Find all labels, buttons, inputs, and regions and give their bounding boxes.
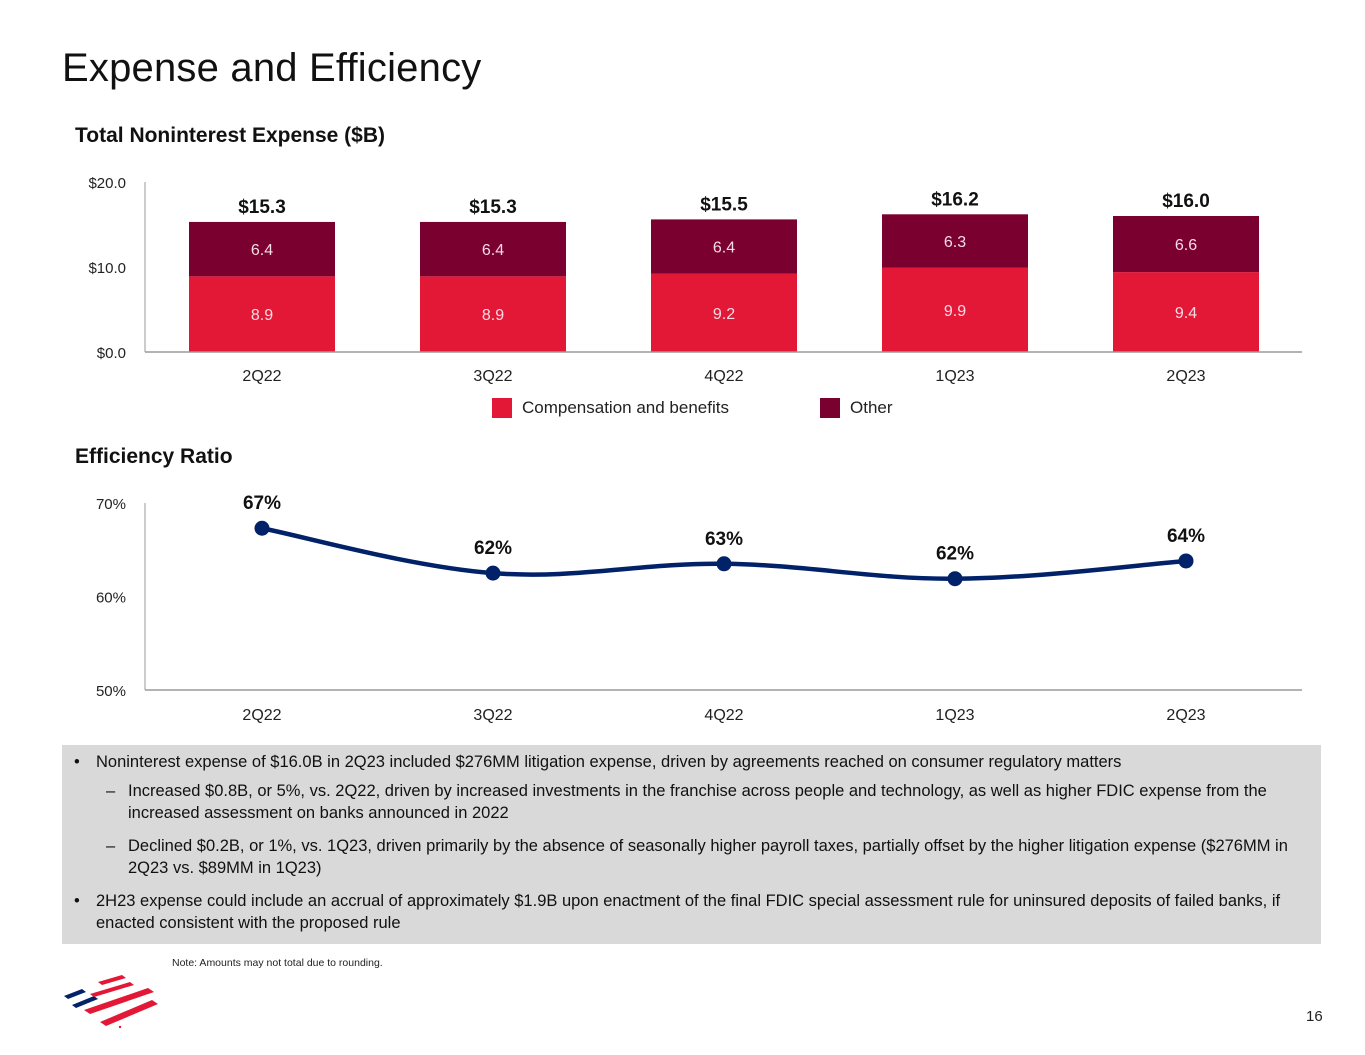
bar-label-compensation: 9.9 [944,303,966,320]
bar-segment-compensation [189,276,335,352]
bar-chart-title: Total Noninterest Expense ($B) [75,124,385,147]
bar-segment-other [1113,216,1259,273]
efficiency-ratio-label: 63% [705,529,743,550]
bar-segment-other [420,221,566,277]
line-y-tick-label: 50% [96,683,126,700]
page-number: 16 [1306,1008,1323,1025]
bar-label-compensation: 9.4 [1175,305,1197,322]
bank-flag-logo-icon [64,975,158,1029]
bar-total-label: $15.3 [469,197,517,218]
bar-x-tick-label: 2Q22 [242,368,281,385]
page-title: Expense and Efficiency [62,46,482,90]
bar-y-tick-label: $0.0 [97,345,126,362]
bar-label-other: 6.4 [251,242,273,259]
legend-swatch-compensation [492,398,512,418]
line-y-tick-label: 60% [96,590,126,607]
efficiency-ratio-label: 62% [474,538,512,559]
legend-item-other: Other [820,398,893,418]
legend-item-compensation: Compensation and benefits [492,398,729,418]
bar-x-tick-label: 1Q23 [935,368,974,385]
bar-segment-compensation [420,276,566,352]
bar-label-compensation: 9.2 [713,306,735,323]
commentary-bullet: Noninterest expense of $16.0B in 2Q23 in… [74,751,1301,773]
bar-segment-other [882,214,1028,268]
commentary-list: Noninterest expense of $16.0B in 2Q23 in… [74,751,1301,934]
bar-segment-compensation [1113,272,1259,352]
line-x-tick-label: 2Q23 [1166,707,1205,724]
legend-label-compensation: Compensation and benefits [522,398,729,417]
bar-label-compensation: 8.9 [251,307,273,324]
line-x-tick-label: 1Q23 [935,707,974,724]
bar-total-label: $15.5 [700,194,748,215]
line-x-tick-label: 2Q22 [242,707,281,724]
bar-segment-other [651,219,797,274]
bar-chart-legend: Compensation and benefits Other [0,398,1365,424]
efficiency-ratio-line-chart: 50% 60% 70% 67% 2Q22 62% 3Q22 63% 4Q22 62% 1Q23 64%… [96,493,1302,724]
line-y-tick-label: 70% [96,496,126,513]
line-x-tick-label: 3Q22 [473,707,512,724]
legend-label-other: Other [850,398,893,417]
bar-x-tick-label: 2Q23 [1166,368,1205,385]
efficiency-ratio-label: 67% [243,493,281,514]
footnote: Note: Amounts may not total due to round… [172,957,383,969]
bar-total-label: $16.0 [1162,191,1210,212]
efficiency-ratio-label: 62% [936,544,974,565]
noninterest-expense-bar-chart: $0.0 $10.0 $20.0 8.9 6.4 $15.3 2Q22 8.9 6.4 $15.3… [88,175,1302,385]
bar-label-other: 6.4 [713,240,735,257]
efficiency-ratio-point [485,565,501,581]
bar-label-other: 6.4 [482,242,504,259]
bar-total-label: $15.3 [238,197,286,218]
commentary-sub-bullet: Increased $0.8B, or 5%, vs. 2Q22, driven… [74,780,1301,824]
bar-segment-other [189,221,335,277]
legend-swatch-other [820,398,840,418]
efficiency-ratio-label: 64% [1167,526,1205,547]
bar-label-other: 6.3 [944,234,966,251]
efficiency-ratio-point [1178,553,1194,569]
commentary-box: Noninterest expense of $16.0B in 2Q23 in… [62,745,1321,944]
efficiency-ratio-point [716,556,732,572]
bar-y-tick-label: $20.0 [88,175,126,192]
bar-label-compensation: 8.9 [482,307,504,324]
efficiency-ratio-point [947,571,963,587]
bar-total-label: $16.2 [931,189,979,210]
bar-x-tick-label: 4Q22 [704,368,743,385]
bar-segment-compensation [882,267,1028,352]
bar-segment-compensation [651,273,797,352]
bar-x-tick-label: 3Q22 [473,368,512,385]
bar-label-other: 6.6 [1175,237,1197,254]
efficiency-ratio-point [254,520,270,536]
commentary-bullet: 2H23 expense could include an accrual of… [74,890,1301,934]
line-x-tick-label: 4Q22 [704,707,743,724]
line-chart-title: Efficiency Ratio [75,445,233,468]
bar-y-tick-label: $10.0 [88,260,126,277]
commentary-sub-bullet: Declined $0.2B, or 1%, vs. 1Q23, driven … [74,835,1301,879]
